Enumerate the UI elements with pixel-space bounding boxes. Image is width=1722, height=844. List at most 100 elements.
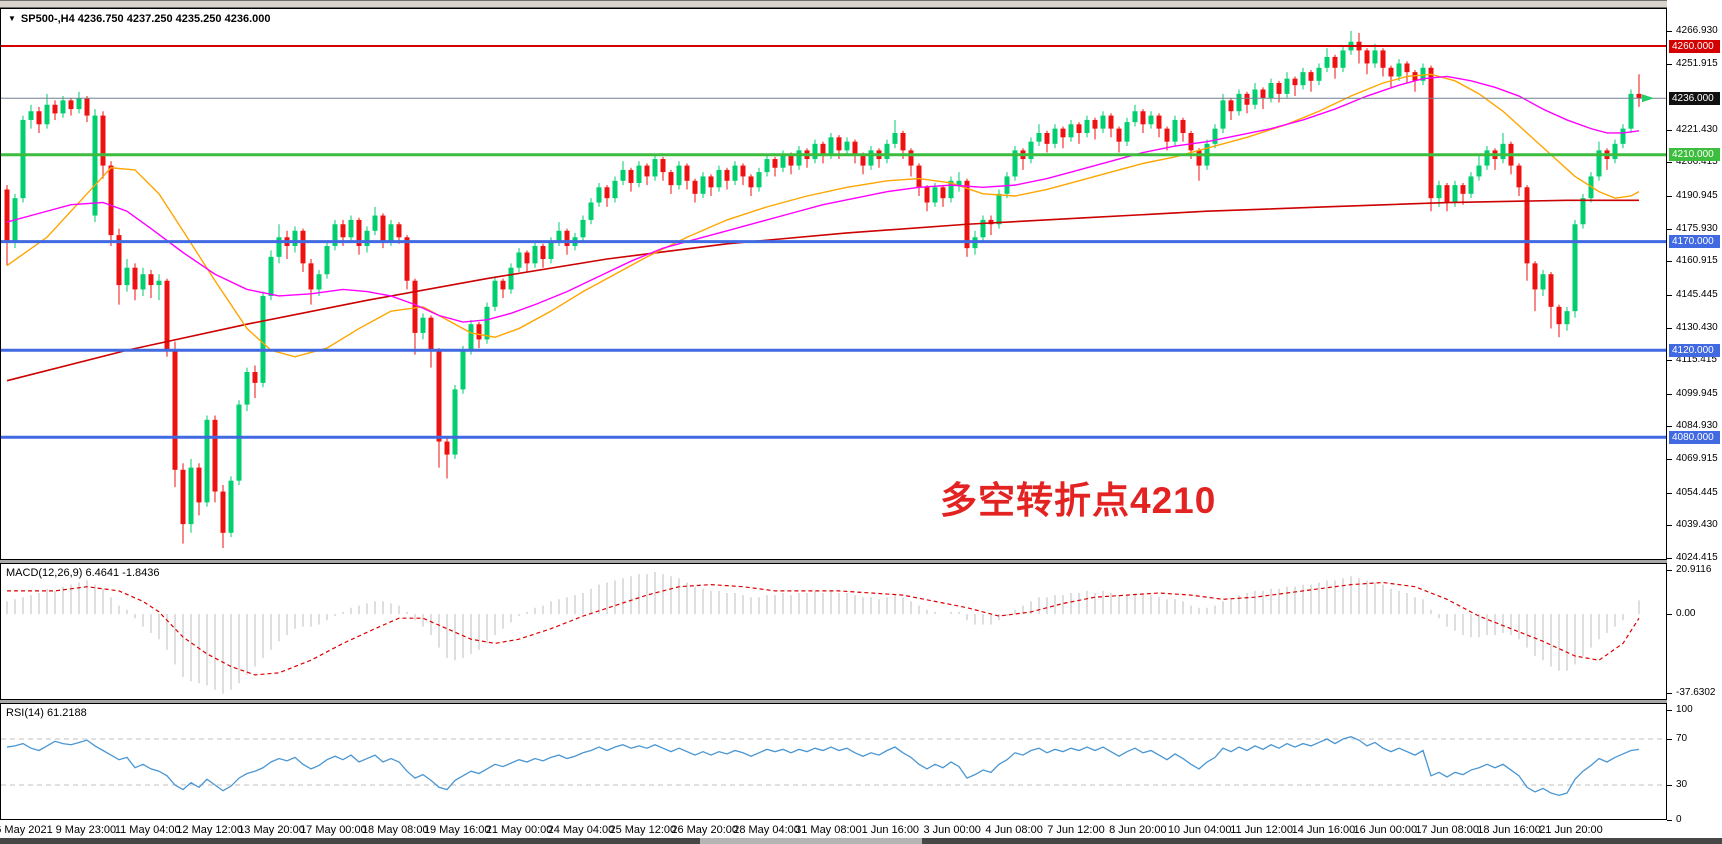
price-tick-label: 4024.415 bbox=[1676, 551, 1718, 563]
axis-tick-mark bbox=[1667, 63, 1672, 65]
time-tick-label: 17 Jun 08:00 bbox=[1415, 824, 1480, 836]
axis-tick-mark bbox=[1667, 426, 1672, 428]
macd-panel[interactable] bbox=[0, 563, 1667, 700]
axis-tick-mark bbox=[1667, 327, 1672, 329]
macd-tick-label: 0.00 bbox=[1676, 608, 1696, 619]
axis-tick-mark bbox=[1667, 693, 1672, 695]
time-tick-label: 26 May 20:00 bbox=[671, 824, 738, 836]
price-tick-label: 4130.430 bbox=[1676, 321, 1718, 333]
time-tick-label: 16 Jun 00:00 bbox=[1353, 824, 1418, 836]
time-tick-label: 17 May 00:00 bbox=[300, 824, 367, 836]
price-axis[interactable]: 4266.930 4251.915 4221.430 4206.415 4190.945… bbox=[1667, 0, 1722, 838]
rsi-tick-label: 30 bbox=[1676, 779, 1688, 790]
rsi-tick-label: 70 bbox=[1676, 733, 1688, 744]
panel-splitter[interactable] bbox=[0, 560, 1722, 563]
time-tick-label: 3 Jun 00:00 bbox=[923, 824, 981, 836]
price-tick-label: 4145.445 bbox=[1676, 288, 1718, 300]
axis-tick-mark bbox=[1667, 570, 1672, 572]
level-price-badge: 4120.000 bbox=[1669, 343, 1720, 357]
axis-tick-mark bbox=[1667, 459, 1672, 461]
price-tick-label: 4069.915 bbox=[1676, 453, 1718, 465]
current-price-badge: 4236.000 bbox=[1669, 91, 1720, 105]
level-price-badge: 4210.000 bbox=[1669, 148, 1720, 162]
price-chart-canvas[interactable] bbox=[1, 9, 1666, 559]
time-tick-label: 4 Jun 08:00 bbox=[985, 824, 1043, 836]
moving-averages-layer bbox=[6, 73, 1640, 382]
price-tick-label: 4251.915 bbox=[1676, 57, 1718, 69]
horizontal-scrollbar[interactable] bbox=[0, 838, 1722, 844]
rsi-tick-label: 0 bbox=[1676, 813, 1682, 825]
symbol-ohlc-text: SP500-,H4 4236.750 4237.250 4235.250 423… bbox=[20, 13, 271, 25]
symbol-info: ▼ SP500-,H4 4236.750 4237.250 4235.250 42… bbox=[8, 13, 270, 25]
price-tick-label: 4039.430 bbox=[1676, 519, 1718, 531]
panel-splitter-2[interactable] bbox=[0, 700, 1722, 703]
horizontal-levels-layer bbox=[1, 45, 1666, 439]
price-tick-label: 4115.415 bbox=[1676, 354, 1717, 366]
level-price-badge: 4260.000 bbox=[1669, 39, 1720, 53]
time-tick-label: 18 May 08:00 bbox=[361, 824, 429, 836]
macd-label: MACD(12,26,9) 6.4641 -1.8436 bbox=[6, 567, 160, 579]
price-chart-panel[interactable] bbox=[0, 8, 1667, 560]
macd-histogram-layer bbox=[6, 572, 1640, 694]
axis-tick-mark bbox=[1667, 261, 1672, 263]
macd-tick-label: -37.6302 bbox=[1676, 687, 1716, 699]
scrollbar-thumb[interactable] bbox=[700, 838, 922, 844]
time-tick-label: 28 May 04:00 bbox=[733, 824, 800, 836]
price-tick-label: 4160.915 bbox=[1676, 255, 1718, 267]
price-tick-label: 4175.930 bbox=[1676, 222, 1718, 234]
time-axis[interactable]: 6 May 2021 9 May 23:00 11 May 04:00 12 May … bbox=[0, 820, 1667, 837]
axis-tick-mark bbox=[1667, 739, 1672, 740]
rsi-tick-label: 100 bbox=[1676, 704, 1693, 715]
price-tick-label: 4266.930 bbox=[1676, 25, 1718, 36]
rsi-line bbox=[6, 736, 1640, 797]
price-tick-label: 4190.945 bbox=[1676, 190, 1718, 202]
rsi-panel[interactable] bbox=[0, 703, 1667, 820]
window-top-edge bbox=[0, 0, 1722, 8]
price-tick-label: 4054.445 bbox=[1676, 486, 1718, 498]
time-tick-label: 24 May 04:00 bbox=[547, 824, 615, 836]
time-tick-label: 21 Jun 20:00 bbox=[1539, 824, 1603, 836]
level-price-badge: 4170.000 bbox=[1669, 235, 1720, 249]
time-tick-label: 18 Jun 16:00 bbox=[1477, 824, 1541, 836]
time-tick-label: 19 May 16:00 bbox=[423, 824, 491, 836]
axis-tick-mark bbox=[1667, 31, 1672, 32]
time-tick-label: 12 May 12:00 bbox=[176, 824, 243, 836]
macd-signal-line bbox=[7, 581, 1640, 676]
rsi-label: RSI(14) 61.2188 bbox=[6, 707, 87, 719]
macd-tick-label: 20.9116 bbox=[1676, 564, 1712, 576]
axis-tick-mark bbox=[1667, 162, 1672, 164]
time-tick-label: 10 Jun 04:00 bbox=[1167, 824, 1232, 836]
price-tick-label: 4084.930 bbox=[1676, 420, 1718, 432]
annotation-callout[interactable]: 多空转折点4210 bbox=[940, 480, 1217, 521]
symbol-dropdown-icon[interactable]: ▼ bbox=[8, 14, 16, 23]
time-tick-label: 11 May 04:00 bbox=[114, 824, 181, 836]
axis-tick-mark bbox=[1667, 360, 1672, 362]
axis-tick-mark bbox=[1667, 710, 1672, 711]
time-tick-label: 7 Jun 12:00 bbox=[1047, 824, 1105, 836]
time-tick-label: 13 May 20:00 bbox=[238, 824, 305, 836]
candles-layer bbox=[4, 30, 1642, 549]
axis-tick-mark bbox=[1667, 557, 1672, 559]
ma-slow-red bbox=[6, 199, 1639, 382]
axis-tick-mark bbox=[1667, 525, 1672, 527]
ma-fast-magenta bbox=[6, 75, 1640, 323]
time-tick-label: 1 Jun 16:00 bbox=[861, 824, 920, 836]
time-tick-label: 9 May 23:00 bbox=[55, 824, 117, 836]
axis-tick-mark bbox=[1667, 294, 1672, 296]
rsi-guide-lines bbox=[1, 738, 1666, 786]
axis-tick-mark bbox=[1667, 228, 1672, 230]
current-price-arrow-icon bbox=[1642, 94, 1654, 103]
time-tick-label: 14 Jun 16:00 bbox=[1291, 824, 1356, 836]
axis-tick-mark bbox=[1667, 492, 1672, 494]
price-tick-label: 4221.430 bbox=[1676, 123, 1718, 135]
time-tick-label: 31 May 08:00 bbox=[795, 824, 862, 836]
time-tick-label: 6 May 2021 bbox=[0, 824, 53, 836]
axis-tick-mark bbox=[1667, 614, 1672, 615]
axis-tick-mark bbox=[1667, 196, 1672, 198]
time-tick-label: 8 Jun 20:00 bbox=[1109, 824, 1167, 836]
axis-tick-mark bbox=[1667, 393, 1672, 395]
axis-tick-mark bbox=[1667, 129, 1672, 131]
ma-mid-orange bbox=[6, 73, 1640, 358]
rsi-canvas[interactable] bbox=[1, 704, 1666, 819]
macd-canvas[interactable] bbox=[1, 564, 1666, 699]
